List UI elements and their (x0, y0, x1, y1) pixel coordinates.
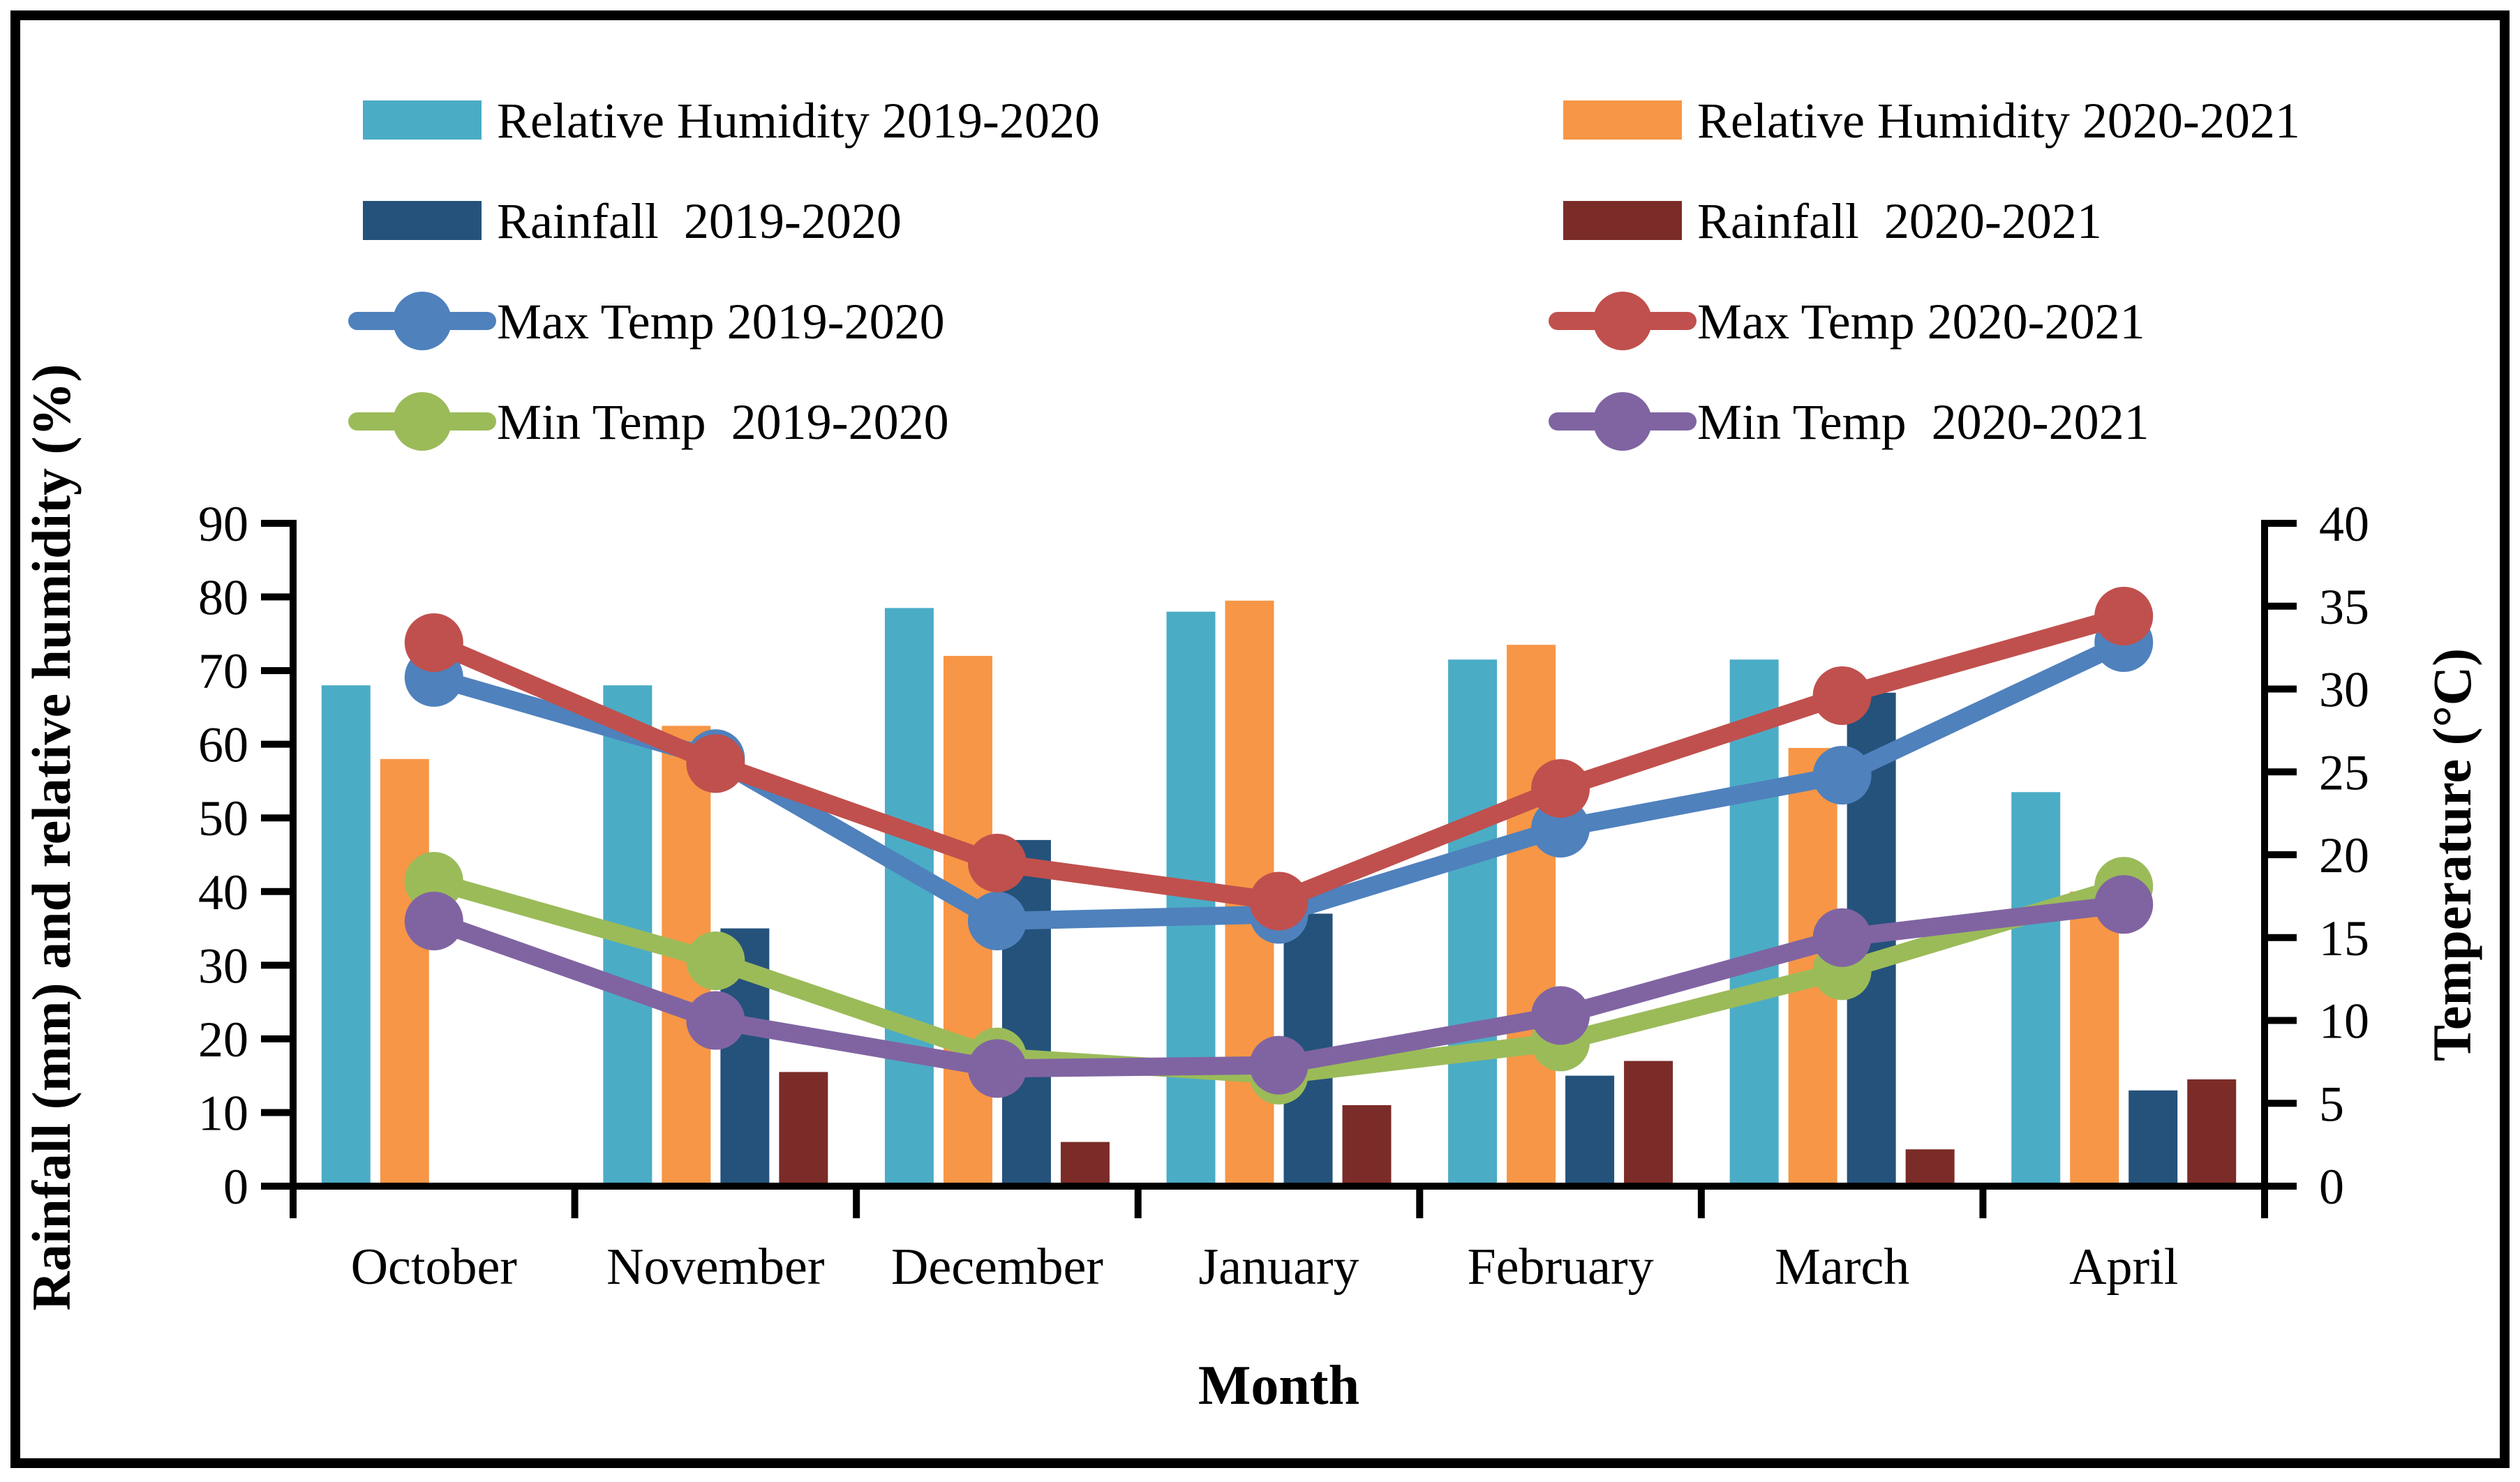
line-marker-1-october (404, 613, 463, 672)
line-marker-3-april (2094, 875, 2154, 934)
bar-series-0 (321, 608, 2061, 1186)
legend-item-rh-2020-2021: Relative Humidity 2020-2021 (1563, 93, 2300, 149)
bar-0-march (1729, 659, 1779, 1186)
legend-swatch-rh-2020-2021 (1563, 100, 1682, 140)
left-tick-label: 60 (198, 717, 248, 773)
legend-item-rainfall-2019-2020: Rainfall 2019-2020 (363, 193, 902, 249)
category-label-march: March (1775, 1238, 1909, 1296)
left-tick-label: 50 (198, 791, 248, 846)
legend-label-rh-2020-2021: Relative Humidity 2020-2021 (1697, 93, 2300, 149)
legend-swatch-rainfall-2020-2021 (1563, 201, 1682, 240)
left-tick-label: 40 (198, 864, 248, 920)
line-marker-3-october (404, 892, 463, 950)
legend-label-min-temp-2020-2021: Min Temp 2020-2021 (1697, 394, 2149, 450)
right-axis-title: Temperature (°C) (2422, 648, 2482, 1061)
line-marker-1-january (1249, 871, 1309, 931)
legend-item-max-temp-2019-2020: Max Temp 2019-2020 (348, 292, 945, 350)
bar-3-december (1060, 1142, 1110, 1186)
legend-item-min-temp-2019-2020: Min Temp 2019-2020 (348, 392, 949, 451)
line-marker-3-january (1249, 1035, 1309, 1095)
bar-2-december (1001, 839, 1051, 1186)
legend-label-rainfall-2019-2020: Rainfall 2019-2020 (497, 193, 902, 249)
line-marker-3-november (686, 991, 745, 1050)
bar-2-february (1565, 1075, 1615, 1186)
category-label-february: February (1468, 1238, 1654, 1296)
legend-label-rh-2019-2020: Relative Humidity 2019-2020 (497, 93, 1100, 149)
line-marker-1-december (967, 833, 1027, 892)
category-label-january: January (1198, 1238, 1359, 1296)
legend-marker-max-temp-2019-2020 (393, 292, 452, 350)
legend-label-rainfall-2020-2021: Rainfall 2020-2021 (1697, 193, 2102, 249)
bar-1-february (1507, 645, 1556, 1186)
line-marker-1-march (1812, 666, 1872, 725)
legend-item-min-temp-2020-2021: Min Temp 2020-2021 (1549, 392, 2149, 451)
left-tick-label: 20 (198, 1012, 248, 1068)
line-marker-3-december (967, 1039, 1027, 1098)
bar-1-april (2070, 891, 2119, 1186)
category-label-april: April (2069, 1238, 2178, 1296)
bar-series-3 (779, 1061, 2237, 1186)
left-tick-label: 0 (223, 1159, 248, 1215)
legend: Relative Humidity 2019-2020 Rainfall 2019… (348, 93, 2300, 451)
category-label-november: November (606, 1238, 824, 1296)
legend-item-max-temp-2020-2021: Max Temp 2020-2021 (1549, 292, 2145, 350)
right-tick-label: 15 (2319, 911, 2369, 966)
line-series-1 (404, 587, 2154, 931)
bar-3-april (2187, 1079, 2237, 1186)
right-tick-label: 25 (2319, 744, 2369, 800)
bar-0-february (1448, 659, 1498, 1186)
bar-0-december (884, 608, 934, 1186)
right-tick-label: 0 (2319, 1159, 2344, 1215)
legend-swatch-rainfall-2019-2020 (363, 201, 482, 240)
line-marker-3-march (1812, 908, 1872, 967)
category-label-october: October (351, 1238, 517, 1296)
right-tick-label: 5 (2319, 1076, 2344, 1132)
line-marker-1-november (686, 734, 745, 793)
line-series-3 (404, 875, 2154, 1098)
right-tick-label: 40 (2319, 496, 2369, 552)
line-marker-2-november (686, 931, 745, 990)
bar-3-january (1342, 1105, 1392, 1186)
legend-item-rh-2019-2020: Relative Humidity 2019-2020 (363, 93, 1100, 149)
left-tick-label: 70 (198, 643, 248, 699)
bar-3-february (1624, 1061, 1673, 1186)
legend-marker-min-temp-2019-2020 (393, 392, 452, 451)
line-marker-0-march (1812, 746, 1872, 804)
bar-3-november (779, 1072, 828, 1186)
left-tick-label: 90 (198, 496, 248, 552)
axis-labels: 0 10 20 30 40 50 60 70 80 90 0 5 10 15 20 25 30 35 40 Octob… (21, 364, 2482, 1416)
right-tick-label: 10 (2319, 994, 2369, 1049)
legend-label-min-temp-2019-2020: Min Temp 2019-2020 (497, 394, 949, 450)
bar-3-march (1905, 1149, 1955, 1186)
line-marker-1-february (1531, 759, 1590, 818)
left-axis-title: Rainfall (mm) and relative humidity (%) (21, 364, 82, 1310)
bar-0-april (2011, 792, 2061, 1186)
legend-marker-max-temp-2020-2021 (1593, 292, 1652, 350)
line-marker-1-april (2094, 587, 2154, 645)
bar-2-april (2128, 1090, 2178, 1186)
left-tick-label: 10 (198, 1085, 248, 1141)
left-tick-label: 80 (198, 570, 248, 626)
bar-1-october (380, 758, 429, 1186)
legend-marker-min-temp-2020-2021 (1593, 392, 1652, 451)
line-series-group (404, 587, 2154, 1105)
legend-label-max-temp-2020-2021: Max Temp 2020-2021 (1697, 294, 2145, 350)
bar-0-october (321, 685, 371, 1186)
right-tick-label: 30 (2319, 662, 2369, 718)
axes (261, 520, 2297, 1218)
x-axis-title: Month (1198, 1355, 1359, 1416)
right-tick-label: 20 (2319, 828, 2369, 883)
category-label-december: December (891, 1238, 1103, 1296)
line-marker-3-february (1531, 986, 1590, 1045)
legend-swatch-rh-2019-2020 (363, 100, 482, 140)
legend-item-rainfall-2020-2021: Rainfall 2020-2021 (1563, 193, 2102, 249)
line-marker-0-december (967, 892, 1027, 950)
left-tick-label: 30 (198, 938, 248, 994)
legend-label-max-temp-2019-2020: Max Temp 2019-2020 (497, 294, 945, 350)
right-tick-label: 35 (2319, 579, 2369, 635)
